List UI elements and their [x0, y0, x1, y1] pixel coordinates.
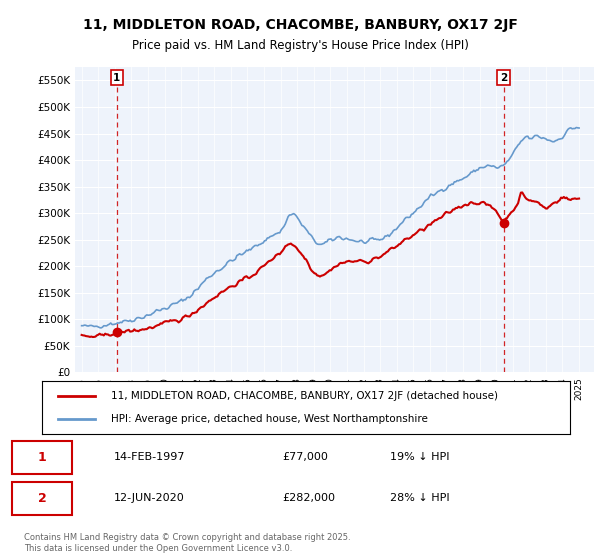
Text: 1: 1	[113, 73, 121, 83]
Text: 19% ↓ HPI: 19% ↓ HPI	[390, 452, 449, 463]
Text: 14-FEB-1997: 14-FEB-1997	[114, 452, 185, 463]
Text: 12-JUN-2020: 12-JUN-2020	[114, 493, 185, 503]
Text: Contains HM Land Registry data © Crown copyright and database right 2025.
This d: Contains HM Land Registry data © Crown c…	[24, 533, 350, 553]
Text: £77,000: £77,000	[282, 452, 328, 463]
Text: 28% ↓ HPI: 28% ↓ HPI	[390, 493, 449, 503]
Text: 2: 2	[38, 492, 46, 505]
Text: Price paid vs. HM Land Registry's House Price Index (HPI): Price paid vs. HM Land Registry's House …	[131, 39, 469, 53]
FancyBboxPatch shape	[12, 482, 72, 515]
Text: HPI: Average price, detached house, West Northamptonshire: HPI: Average price, detached house, West…	[110, 414, 428, 424]
Text: 1: 1	[38, 451, 46, 464]
Text: 2: 2	[500, 73, 507, 83]
Text: 11, MIDDLETON ROAD, CHACOMBE, BANBURY, OX17 2JF: 11, MIDDLETON ROAD, CHACOMBE, BANBURY, O…	[83, 18, 517, 32]
Text: £282,000: £282,000	[282, 493, 335, 503]
FancyBboxPatch shape	[12, 441, 72, 474]
Text: 11, MIDDLETON ROAD, CHACOMBE, BANBURY, OX17 2JF (detached house): 11, MIDDLETON ROAD, CHACOMBE, BANBURY, O…	[110, 391, 497, 401]
